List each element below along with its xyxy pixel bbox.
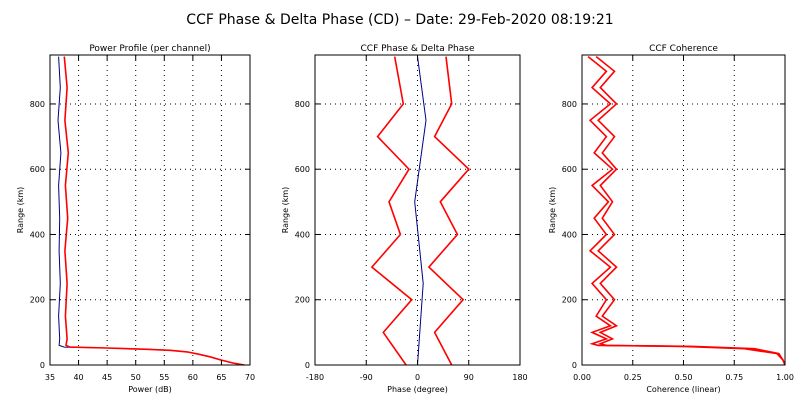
coherence-ylabel: Range (km) xyxy=(548,187,557,234)
phase-xtick-label: 0 xyxy=(415,373,420,382)
power-profile-frame xyxy=(49,54,251,366)
phase-xtick-label: -180 xyxy=(306,373,324,382)
power-profile-ytick-label: 800 xyxy=(30,100,45,109)
phase-xtick-label: 90 xyxy=(464,373,474,382)
power-profile-ytick-label: 600 xyxy=(30,165,45,174)
coherence-xtick-label: 1.00 xyxy=(776,373,794,382)
coherence-ytick-label: 600 xyxy=(562,165,577,174)
phase-series-2 xyxy=(427,56,470,366)
power-profile-xtick-label: 35 xyxy=(45,373,55,382)
coherence-ytick-label: 200 xyxy=(562,296,577,305)
power-profile-series-1 xyxy=(63,56,245,366)
coherence-xtick-label: 0.00 xyxy=(573,373,591,382)
coherence-series-0 xyxy=(587,55,786,366)
power-profile-xtick-label: 70 xyxy=(245,373,255,382)
power-profile-ytick-label: 400 xyxy=(30,230,45,239)
phase-xtick-label: 180 xyxy=(512,373,527,382)
phase-series-1 xyxy=(370,56,413,366)
power-profile-ylabel: Range (km) xyxy=(16,187,25,234)
phase-series-0 xyxy=(414,56,427,366)
power-profile-xtick-label: 45 xyxy=(102,373,112,382)
power-profile-ytick-label: 0 xyxy=(40,361,45,370)
power-profile-title: Power Profile (per channel) xyxy=(89,44,210,54)
phase-ytick-label: 800 xyxy=(295,100,310,109)
coherence-xtick-label: 0.75 xyxy=(725,373,743,382)
power-profile-xtick-label: 55 xyxy=(159,373,169,382)
phase-xtick-label: -90 xyxy=(360,373,373,382)
figure-title: CCF Phase & Delta Phase (CD) – Date: 29-… xyxy=(186,12,613,28)
coherence-ytick-label: 800 xyxy=(562,100,577,109)
power-profile-xtick-label: 65 xyxy=(216,373,226,382)
coherence-xlabel: Coherence (linear) xyxy=(646,385,720,394)
phase-title: CCF Phase & Delta Phase xyxy=(361,44,475,54)
power-profile-xtick-label: 60 xyxy=(188,373,198,382)
coherence-xtick-label: 0.50 xyxy=(675,373,693,382)
phase-ytick-label: 400 xyxy=(295,230,310,239)
power-profile-xlabel: Power (dB) xyxy=(128,385,172,394)
coherence-series-1 xyxy=(595,55,786,366)
phase-ylabel: Range (km) xyxy=(281,187,290,234)
power-profile-xtick-label: 50 xyxy=(131,373,141,382)
phase-ytick-label: 200 xyxy=(295,296,310,305)
coherence-ytick-label: 0 xyxy=(572,361,577,370)
power-profile-xtick-label: 40 xyxy=(73,373,83,382)
phase-xlabel: Phase (degree) xyxy=(387,385,448,394)
power-profile-ytick-label: 200 xyxy=(30,296,45,305)
coherence-xtick-label: 0.25 xyxy=(624,373,642,382)
power-profile-series-0 xyxy=(57,56,245,366)
coherence-title: CCF Coherence xyxy=(649,44,718,54)
phase-ytick-label: 600 xyxy=(295,165,310,174)
phase-ytick-label: 0 xyxy=(305,361,310,370)
coherence-ytick-label: 400 xyxy=(562,230,577,239)
